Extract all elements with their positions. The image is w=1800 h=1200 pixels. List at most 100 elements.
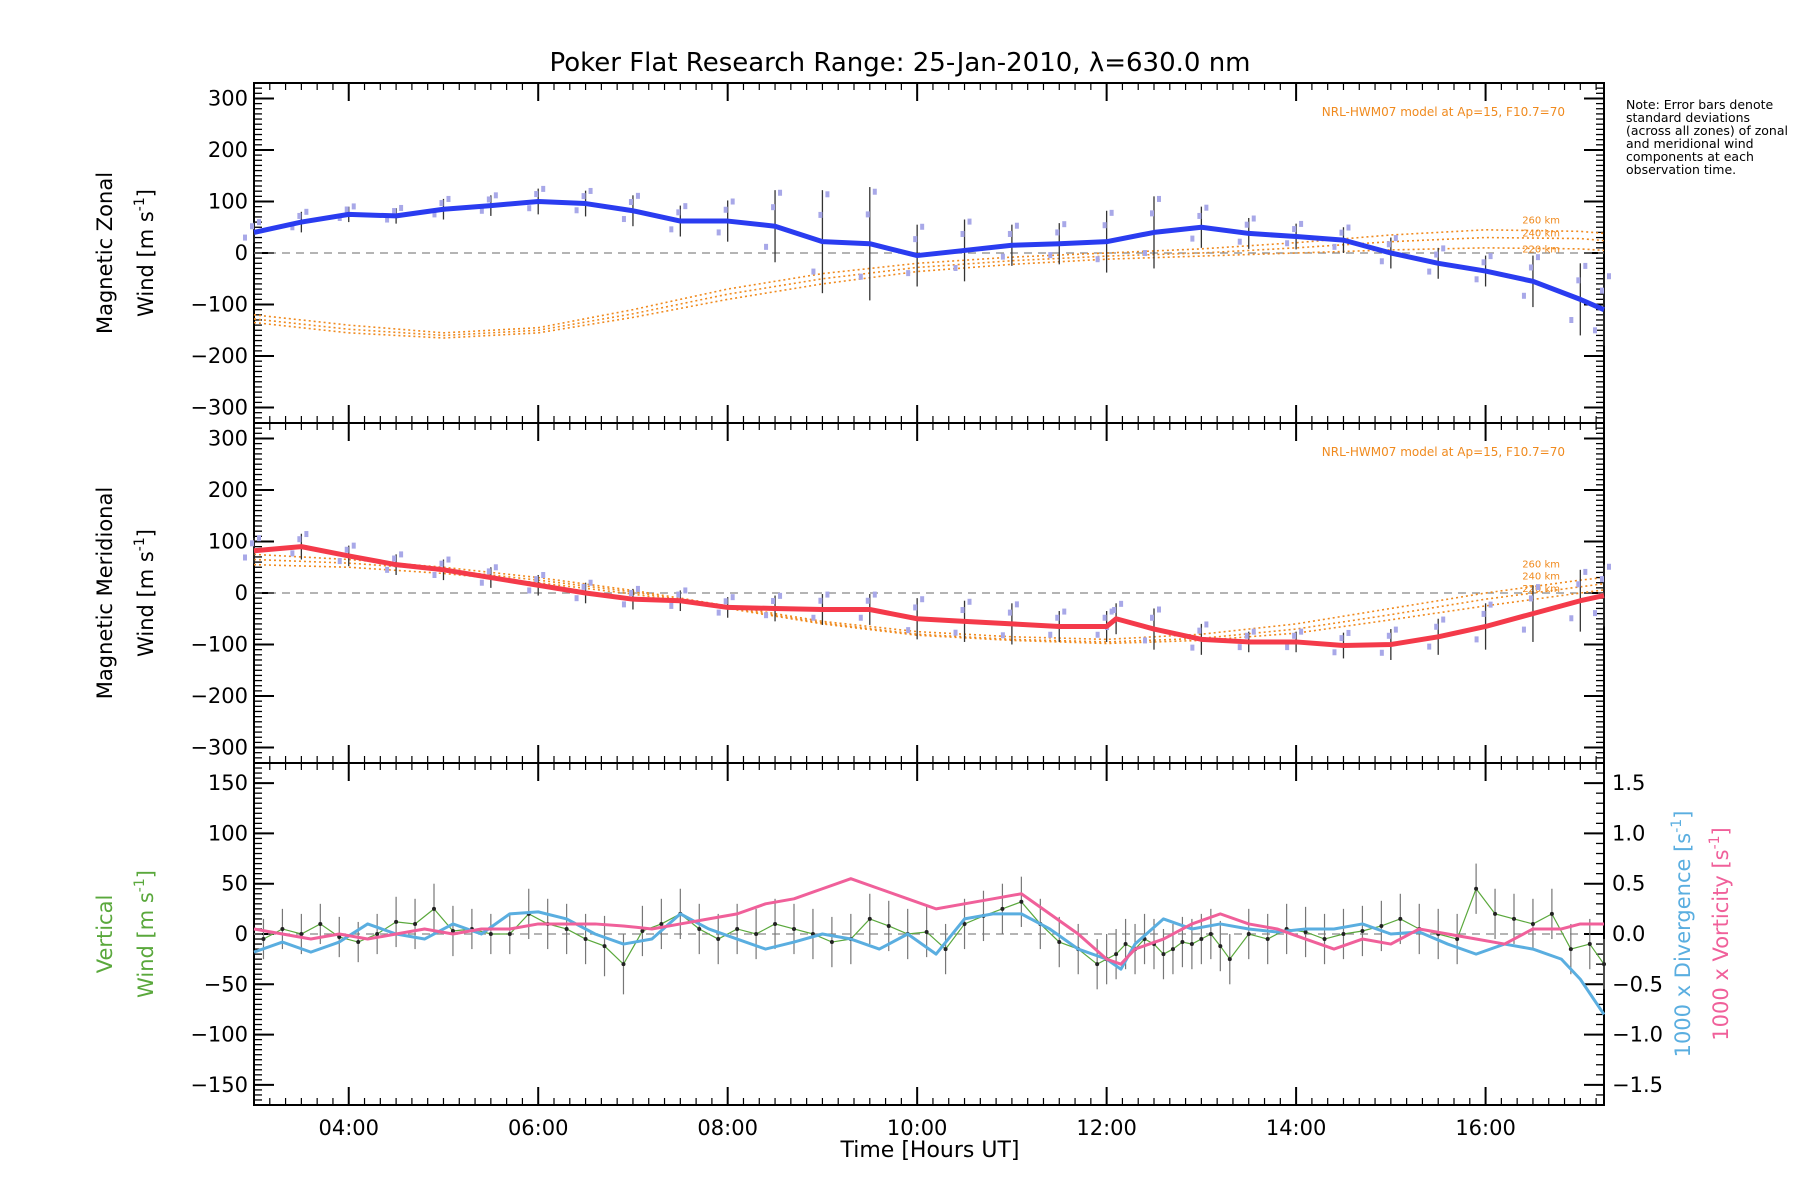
vertical-wind-point: [507, 932, 512, 936]
zone-point: [344, 206, 349, 213]
y-tick-label: 0: [235, 581, 248, 605]
y-tick-label: 100: [208, 821, 248, 845]
zone-point: [1143, 250, 1147, 257]
vertical-wind-point: [1474, 886, 1479, 891]
vertical-wind-point: [1265, 937, 1270, 942]
zone-point: [1143, 637, 1147, 644]
vertical-wind-point: [1493, 911, 1498, 916]
zone-point: [1285, 644, 1290, 651]
y2-tick-label: −0.5: [1612, 972, 1663, 996]
model-label: NRL-HWM07 model at Ap=15, F10.7=70: [1322, 445, 1565, 459]
zone-point: [1190, 235, 1195, 242]
model-curve: [253, 247, 1605, 339]
zone-point: [439, 200, 444, 207]
vertical-wind-point: [1602, 962, 1606, 967]
zone-point: [1000, 253, 1005, 260]
zone-point: [574, 207, 579, 214]
vertical-wind-point: [697, 926, 702, 931]
zone-point: [1576, 581, 1581, 588]
zone-point: [1014, 601, 1019, 608]
zone-point: [953, 264, 958, 271]
zone-point: [446, 556, 451, 563]
zone-point: [588, 579, 593, 586]
zone-point: [1427, 643, 1432, 650]
zone-point: [1244, 632, 1249, 639]
y-axis-label-line2-text: Wind [m s-1]: [132, 189, 158, 317]
zone-point: [960, 230, 965, 237]
vertical-wind-point: [261, 937, 266, 942]
zone-point: [1379, 258, 1384, 265]
zone-point: [1048, 252, 1053, 259]
zone-point: [351, 203, 356, 210]
vertical-wind-point: [1095, 962, 1100, 967]
zone-point: [1528, 595, 1533, 602]
x-tick-label: 06:00: [508, 1116, 569, 1140]
zone-point: [1102, 614, 1107, 621]
zone-point: [1434, 623, 1439, 630]
vertical-wind-point: [1530, 921, 1535, 926]
zone-point: [1393, 235, 1398, 242]
zone-point: [1055, 614, 1060, 621]
zone-point: [913, 236, 918, 243]
zone-point: [439, 560, 444, 567]
zone-point: [1237, 644, 1242, 651]
vertical-wind-point: [356, 940, 361, 945]
y-tick-label: 0: [235, 241, 248, 265]
vertical-wind-point: [1170, 947, 1175, 952]
zone-point: [1474, 276, 1479, 283]
vertical-wind-point: [640, 928, 645, 933]
zone-point: [818, 597, 823, 604]
vertical-wind-point: [1208, 932, 1213, 936]
zone-point: [621, 216, 626, 223]
zone-point: [1007, 609, 1012, 616]
zone-point: [1150, 614, 1154, 621]
zone-point: [1593, 327, 1597, 334]
y-tick-label: 300: [208, 86, 248, 110]
zone-point: [432, 572, 437, 578]
zone-point: [1204, 204, 1209, 211]
zone-point: [1521, 626, 1526, 633]
zone-point: [337, 558, 342, 565]
zonal-wind-line: [253, 198, 1605, 312]
zone-point: [1346, 629, 1351, 636]
zone-point: [479, 579, 484, 586]
zone-point: [723, 598, 728, 605]
zone-point: [1427, 268, 1432, 275]
zone-point: [669, 226, 674, 233]
zone-point: [1299, 220, 1304, 227]
x-tick-label: 04:00: [318, 1116, 379, 1140]
vertical-wind-point: [432, 906, 436, 911]
zone-point: [479, 207, 484, 214]
y-tick-label: −100: [190, 293, 248, 317]
panel-zonal: −300 −200 −100 0 100 200 300 Magnetic Zonal NRL-…: [93, 82, 1611, 424]
zone-point: [1244, 221, 1249, 228]
zone-point: [1441, 245, 1446, 252]
zone-point: [290, 550, 295, 557]
zone-point: [446, 195, 451, 202]
zone-point: [1150, 210, 1154, 217]
vertical-wind-point: [924, 929, 929, 934]
model-altitude-label: 260 km: [1522, 560, 1560, 571]
zone-point: [243, 554, 247, 561]
vertical-wind-point: [1455, 937, 1460, 942]
zone-point: [1528, 264, 1533, 271]
zone-point: [581, 583, 586, 590]
zone-point: [1481, 259, 1486, 266]
zone-point: [723, 206, 728, 213]
zone-point: [906, 627, 911, 634]
zone-point: [1600, 287, 1604, 294]
zone-point: [872, 188, 877, 195]
zone-point: [676, 591, 681, 598]
divergence-axis-label-text: 1000 x Divergence [s-1]: [1669, 811, 1695, 1058]
y2-tick-label: −1.0: [1612, 1023, 1663, 1047]
model-altitude-label: 240 km: [1522, 229, 1560, 240]
zone-point: [250, 540, 254, 547]
vertical-wind-point: [1199, 937, 1204, 942]
vertical-wind-point: [488, 932, 493, 936]
model-curve: [253, 229, 1605, 334]
y2-tick-label: −1.5: [1612, 1073, 1663, 1097]
zone-point: [1346, 224, 1351, 231]
vertical-wind-point: [1360, 928, 1365, 933]
vertical-wind-point: [299, 932, 304, 936]
vertical-wind-point: [337, 935, 342, 940]
